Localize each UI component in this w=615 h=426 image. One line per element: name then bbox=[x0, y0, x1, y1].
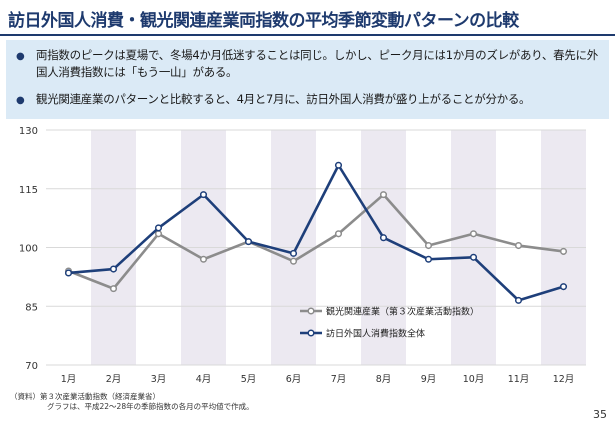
data-point bbox=[559, 247, 568, 255]
legend-label: 訪日外国人消費指数全体 bbox=[326, 328, 425, 340]
slide-title: 訪日外国人消費・観光関連産業両指数の平均季節変動パターンの比較 bbox=[8, 11, 519, 31]
summary-box: ● 両指数のピークは夏場で、冬場4か月低迷することは同じ。しかし、ピーク月には1… bbox=[6, 40, 609, 119]
data-point bbox=[109, 265, 118, 273]
bullet-dot-icon: ● bbox=[16, 51, 25, 62]
data-point bbox=[424, 255, 433, 263]
source-line-2: グラフは、平成22～28年の季節指数の各月の平均値で作成。 bbox=[47, 402, 254, 411]
x-tick-label: 2月 bbox=[106, 374, 122, 385]
data-point bbox=[289, 257, 298, 265]
data-point bbox=[469, 253, 478, 261]
legend-swatch-marker bbox=[307, 307, 315, 315]
data-point bbox=[289, 249, 298, 257]
data-point bbox=[109, 285, 118, 293]
series-line-1 bbox=[68, 193, 564, 290]
data-point bbox=[154, 230, 163, 238]
y-tick-label: 70 bbox=[25, 361, 38, 372]
source-note: （資料）第３次産業活動指数（経済産業省） グラフは、平成22～28年の季節指数の… bbox=[10, 392, 254, 412]
data-point bbox=[334, 161, 343, 169]
y-tick-label: 130 bbox=[19, 126, 38, 137]
x-tick-label: 10月 bbox=[463, 374, 485, 385]
legend: 観光関連産業（第３次産業活動指数） 訪日外国人消費指数全体 bbox=[300, 306, 479, 340]
y-tick-label: 100 bbox=[19, 244, 38, 255]
data-point bbox=[244, 238, 253, 246]
x-tick-label: 3月 bbox=[151, 374, 167, 385]
y-tick-label: 85 bbox=[25, 302, 38, 313]
data-point bbox=[424, 241, 433, 250]
series-lines bbox=[64, 161, 568, 304]
bullet-1-text: 両指数のピークは夏場で、冬場4か月低迷することは同じ。しかし、ピーク月には1か月… bbox=[36, 48, 598, 79]
series-line-2 bbox=[68, 163, 564, 302]
bullet-dot-icon: ● bbox=[16, 95, 25, 106]
data-point bbox=[199, 191, 208, 199]
legend-swatch-marker bbox=[307, 329, 315, 337]
x-tick-label: 9月 bbox=[421, 374, 437, 385]
x-tick-label: 4月 bbox=[196, 374, 212, 385]
source-line-1: （資料）第３次産業活動指数（経済産業省） bbox=[10, 392, 160, 401]
x-tick-label: 8月 bbox=[376, 374, 392, 385]
data-point bbox=[379, 191, 388, 199]
y-tick-label: 115 bbox=[19, 185, 38, 196]
bullet-2-text: 観光関連産業のパターンと比較すると、4月と7月に、訪日外国人消費が盛り上がること… bbox=[36, 92, 531, 106]
data-point bbox=[469, 230, 478, 238]
line-chart: 130 115 100 85 70 1月 2月 3月 4月 5月 6月 7月 8月 9月 10月 11月 12… bbox=[19, 126, 586, 385]
bullet-1: ● 両指数のピークは夏場で、冬場4か月低迷することは同じ。しかし、ピーク月には1… bbox=[16, 47, 606, 81]
data-point bbox=[199, 255, 208, 263]
data-point bbox=[154, 224, 163, 232]
data-point bbox=[559, 283, 568, 291]
x-tick-label: 5月 bbox=[241, 374, 257, 385]
y-axis-ticks: 130 115 100 85 70 bbox=[19, 126, 38, 372]
data-point bbox=[64, 269, 73, 277]
x-tick-label: 7月 bbox=[331, 374, 347, 385]
data-point bbox=[379, 234, 388, 242]
x-tick-label: 6月 bbox=[286, 374, 302, 385]
x-tick-label: 1月 bbox=[61, 374, 77, 385]
page-number: 35 bbox=[593, 408, 607, 421]
data-point bbox=[514, 296, 523, 304]
data-point bbox=[334, 230, 343, 238]
bullet-2: ● 観光関連産業のパターンと比較すると、4月と7月に、訪日外国人消費が盛り上がる… bbox=[16, 91, 606, 109]
x-axis-ticks: 1月 2月 3月 4月 5月 6月 7月 8月 9月 10月 11月 12月 bbox=[61, 374, 575, 385]
data-point bbox=[514, 241, 523, 250]
legend-label: 観光関連産業（第３次産業活動指数） bbox=[326, 306, 479, 318]
title-underline bbox=[0, 34, 615, 36]
x-tick-label: 12月 bbox=[553, 374, 575, 385]
x-tick-label: 11月 bbox=[508, 374, 530, 385]
